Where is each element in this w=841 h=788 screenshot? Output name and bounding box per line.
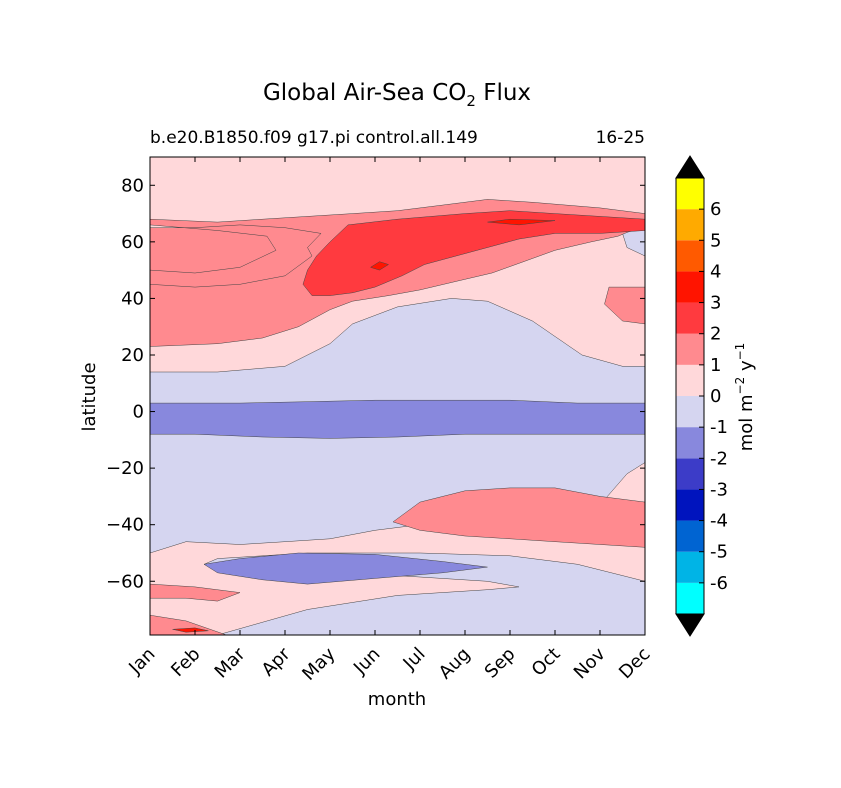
colorbar-swatch (676, 427, 704, 459)
x-tick-label-sep: Sep (481, 644, 520, 683)
colorbar-label: mol m−2 y−1 (733, 343, 757, 452)
colorbar-tick-label: 2 (710, 324, 721, 345)
x-tick-label-feb: Feb (167, 644, 204, 681)
colorbar-swatch (676, 364, 704, 396)
x-tick-label-dec: Dec (615, 644, 654, 683)
x-axis-label: month (368, 689, 426, 710)
colorbar-tick-label: 1 (710, 355, 721, 376)
x-tick-label-apr: Apr (258, 643, 295, 680)
colorbar-extend-max (675, 155, 705, 179)
x-tick-label-jun: Jun (349, 644, 384, 679)
colorbar-swatch (676, 302, 704, 334)
subtitle-right: 16-25 (596, 128, 645, 148)
y-tick-label: 80 (121, 175, 144, 196)
x-tick-label-mar: Mar (211, 643, 250, 682)
x-tick-label-jan: Jan (124, 644, 159, 679)
y-tick-label: 40 (121, 288, 144, 309)
y-tick-label: 60 (121, 232, 144, 253)
y-tick-label: −40 (106, 515, 144, 536)
colorbar-swatch (676, 240, 704, 272)
x-tick-label-nov: Nov (570, 643, 610, 683)
colorbar-swatch (676, 551, 704, 583)
contour-region-9 (604, 286, 645, 325)
y-tick-label: 0 (133, 402, 144, 423)
y-tick-label: −20 (106, 458, 144, 479)
x-tick-label-jul: Jul (399, 644, 430, 675)
x-tick-label-oct: Oct (528, 644, 565, 681)
colorbar: -6 -5 -4 -3 -2 -1 0 1 2 3 4 5 6 (675, 155, 728, 637)
contour-region-12 (302, 210, 645, 296)
colorbar-swatch (676, 333, 704, 365)
y-axis-label: latitude (79, 362, 100, 431)
contour-region-15 (172, 627, 209, 633)
contour-region-10 (150, 614, 227, 635)
contour-region-6 (203, 552, 488, 585)
subtitle-left: b.e20.B1850.f09 g17.pi control.all.149 (150, 128, 478, 148)
y-tick-label: −60 (106, 571, 144, 592)
contour-region-14 (370, 261, 389, 271)
colorbar-tick-label: -3 (710, 479, 728, 500)
x-tick-label-may: May (298, 643, 339, 684)
colorbar-tick-label: 5 (710, 230, 721, 251)
colorbar-swatch (676, 178, 704, 210)
colorbar-swatch (676, 271, 704, 303)
colorbar-tick-label: 6 (710, 199, 721, 220)
x-tick-label-aug: Aug (435, 644, 475, 684)
colorbar-swatch (676, 582, 704, 614)
contour-fill-regions (150, 157, 645, 635)
colorbar-tick-label: -5 (710, 542, 728, 563)
y-axis: 80 60 40 20 0 −20 −40 −60 (106, 175, 645, 592)
colorbar-tick-label: -1 (710, 417, 728, 438)
contour-region-8 (392, 487, 645, 548)
colorbar-tick-label: -4 (710, 511, 728, 532)
contour-region-13 (487, 218, 556, 226)
plot-frame (149, 156, 646, 636)
colorbar-extend-min (675, 613, 705, 637)
colorbar-tick-label: 4 (710, 261, 721, 282)
chart-title: Global Air-Sea CO2 Flux (263, 80, 531, 110)
y-tick-label: 20 (121, 345, 144, 366)
contour-region-5 (150, 399, 645, 439)
colorbar-tick-label: 3 (710, 293, 721, 314)
colorbar-tick-label: 0 (710, 386, 721, 407)
contour-region-11 (150, 583, 241, 602)
colorbar-tick-label: -6 (710, 573, 728, 594)
colorbar-tick-label: -2 (710, 448, 728, 469)
colorbar-swatch (676, 209, 704, 241)
colorbar-swatch (676, 396, 704, 428)
colorbar-swatch (676, 489, 704, 521)
colorbar-swatch (676, 520, 704, 552)
colorbar-swatch (676, 458, 704, 490)
